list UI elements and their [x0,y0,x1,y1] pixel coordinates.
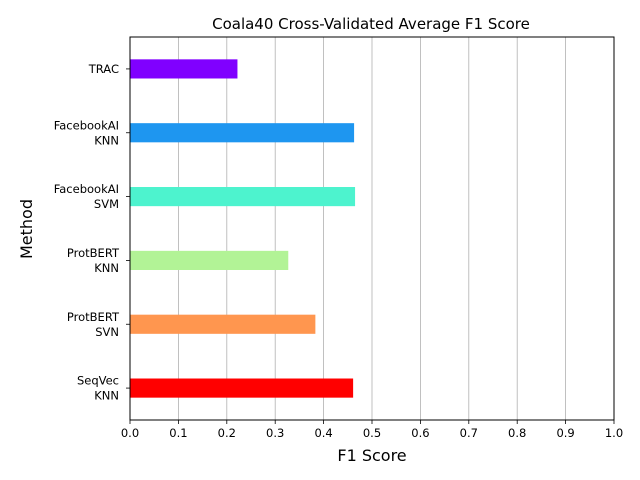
y-tick-label: SVM [94,197,119,211]
chart-title: Coala40 Cross-Validated Average F1 Score [212,15,530,33]
x-tick-label: 0.5 [363,426,381,440]
x-tick-label: 0.2 [218,426,236,440]
y-tick-label: FacebookAI [54,118,119,132]
bar [130,250,289,270]
grid-lines [177,37,566,420]
y-tick-label: KNN [94,261,119,275]
x-tick-label: 0.3 [266,426,284,440]
x-tick-label: 0.0 [121,426,139,440]
y-tick-label: ProtBERT [67,310,120,324]
y-tick-label: ProtBERT [67,246,120,260]
x-tick-label: 0.4 [314,426,332,440]
x-tick-label: 1.0 [605,426,623,440]
bar [130,187,356,207]
bars [130,59,356,398]
x-tick-label: 0.8 [508,426,526,440]
x-axis-ticks: 0.0 0.1 0.2 0.3 0.4 0.5 0.6 0.7 0.8 0.9 1.0 [121,420,623,440]
x-tick-label: 0.7 [460,426,478,440]
x-tick-label: 0.6 [411,426,429,440]
x-tick-label: 0.9 [556,426,574,440]
x-axis-label: F1 Score [337,446,406,465]
y-axis-label: Method [17,199,36,259]
y-tick-label: TRAC [88,62,119,76]
y-tick-label: KNN [94,389,119,403]
y-tick-label: SVN [95,325,119,339]
bar [130,314,316,334]
bar [130,123,355,143]
y-tick-label: KNN [94,133,119,147]
x-tick-label: 0.1 [169,426,187,440]
y-tick-label: FacebookAI [54,182,119,196]
bar [130,59,238,79]
y-tick-label: SeqVec [77,374,119,388]
y-axis-ticks: TRACFacebookAIKNNFacebookAISVMProtBERTKN… [54,62,130,403]
bar [130,378,354,398]
